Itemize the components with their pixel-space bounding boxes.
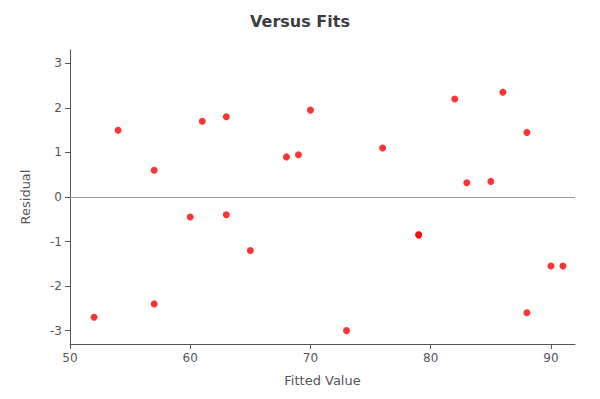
svg-text:70: 70 (303, 351, 318, 365)
svg-text:Fitted Value: Fitted Value (284, 373, 360, 388)
svg-text:Residual: Residual (18, 170, 33, 225)
svg-text:90: 90 (543, 351, 558, 365)
svg-text:80: 80 (423, 351, 438, 365)
svg-text:3: 3 (54, 56, 62, 70)
svg-text:0: 0 (54, 190, 62, 204)
svg-text:-1: -1 (50, 235, 62, 249)
svg-text:1: 1 (54, 145, 62, 159)
svg-text:60: 60 (183, 351, 198, 365)
svg-text:2: 2 (54, 101, 62, 115)
svg-text:50: 50 (62, 351, 77, 365)
svg-text:-3: -3 (50, 324, 62, 338)
svg-text:Versus Fits: Versus Fits (250, 12, 350, 31)
svg-text:-2: -2 (50, 279, 62, 293)
